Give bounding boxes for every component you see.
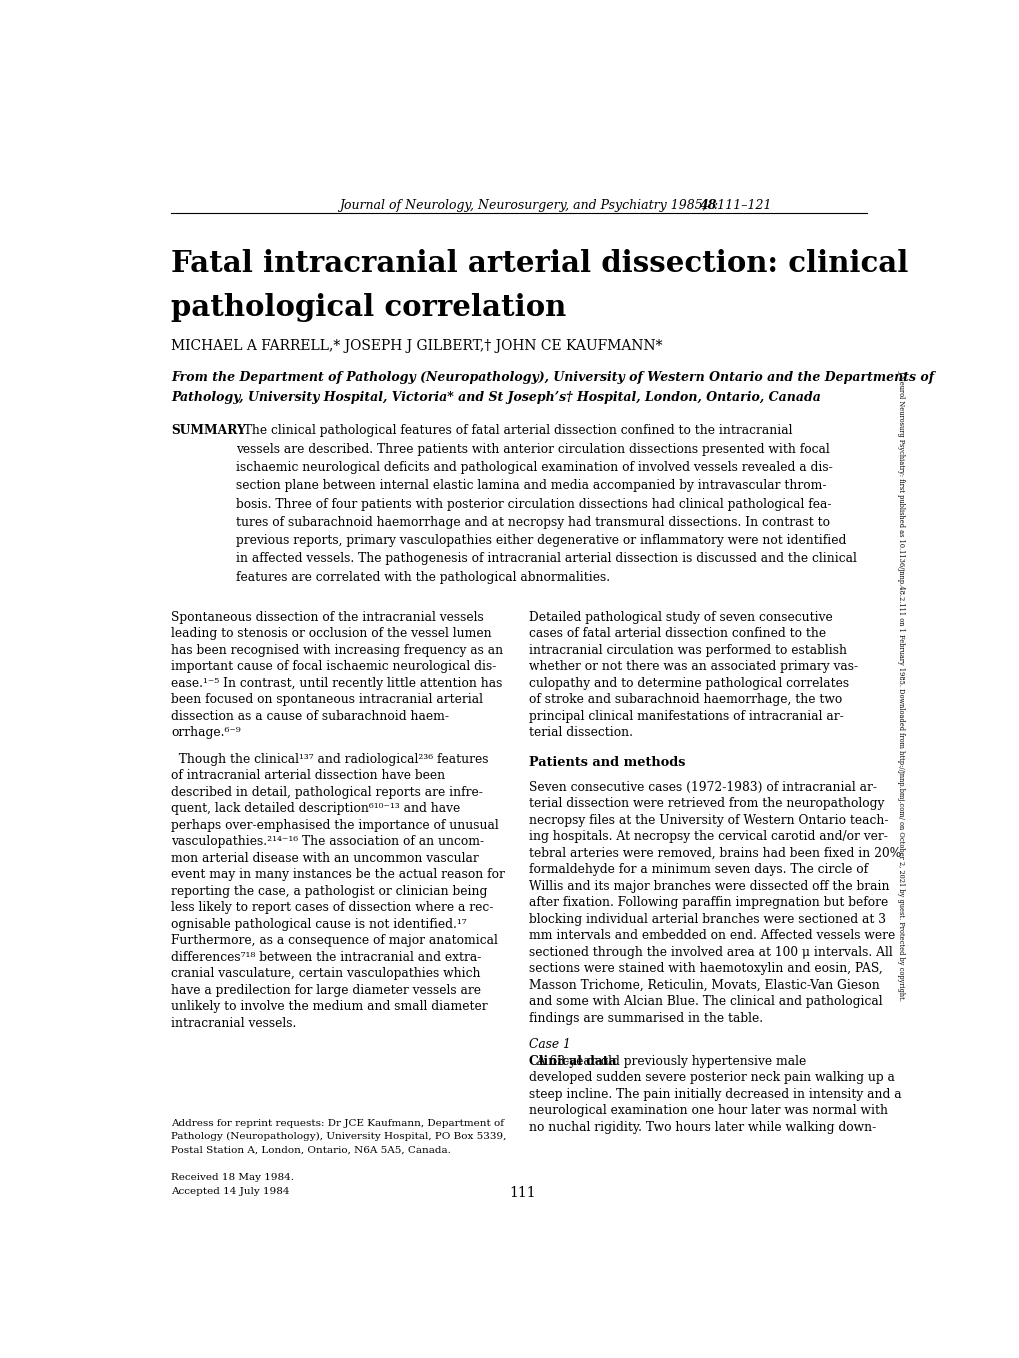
- Text: terial dissection were retrieved from the neuropathology: terial dissection were retrieved from th…: [528, 797, 883, 811]
- Text: ease.¹⁻⁵ In contrast, until recently little attention has: ease.¹⁻⁵ In contrast, until recently lit…: [171, 676, 502, 690]
- Text: Received 18 May 1984.: Received 18 May 1984.: [171, 1173, 293, 1181]
- Text: unlikely to involve the medium and small diameter: unlikely to involve the medium and small…: [171, 1001, 487, 1013]
- Text: A 63-year-old previously hypertensive male: A 63-year-old previously hypertensive ma…: [528, 1055, 805, 1067]
- Text: :111–121: :111–121: [712, 198, 771, 212]
- Text: section plane between internal elastic lamina and media accompanied by intravasc: section plane between internal elastic l…: [235, 479, 825, 492]
- Text: orrhage.⁶⁻⁹: orrhage.⁶⁻⁹: [171, 727, 240, 739]
- Text: Pathology, University Hospital, Victoria* and St Joseph’s† Hospital, London, Ont: Pathology, University Hospital, Victoria…: [171, 391, 820, 403]
- Text: of stroke and subarachnoid haemorrhage, the two: of stroke and subarachnoid haemorrhage, …: [528, 693, 841, 706]
- Text: tures of subarachnoid haemorrhage and at necropsy had transmural dissections. In: tures of subarachnoid haemorrhage and at…: [235, 516, 829, 528]
- Text: mon arterial disease with an uncommon vascular: mon arterial disease with an uncommon va…: [171, 851, 478, 865]
- Text: has been recognised with increasing frequency as an: has been recognised with increasing freq…: [171, 644, 502, 656]
- Text: blocking individual arterial branches were sectioned at 3: blocking individual arterial branches we…: [528, 913, 884, 926]
- Text: The clinical pathological features of fatal arterial dissection confined to the : The clinical pathological features of fa…: [235, 425, 792, 437]
- Text: Case 1: Case 1: [528, 1039, 570, 1051]
- Text: Patients and methods: Patients and methods: [528, 756, 685, 769]
- Text: Accepted 14 July 1984: Accepted 14 July 1984: [171, 1187, 289, 1195]
- Text: sectioned through the involved area at 100 μ intervals. All: sectioned through the involved area at 1…: [528, 947, 892, 959]
- Text: SUMMARY: SUMMARY: [171, 425, 246, 437]
- Text: Postal Station A, London, Ontario, N6A 5A5, Canada.: Postal Station A, London, Ontario, N6A 5…: [171, 1146, 450, 1154]
- Text: developed sudden severe posterior neck pain walking up a: developed sudden severe posterior neck p…: [528, 1071, 894, 1085]
- Text: less likely to report cases of dissection where a rec-: less likely to report cases of dissectio…: [171, 902, 493, 914]
- Text: Seven consecutive cases (1972-1983) of intracranial ar-: Seven consecutive cases (1972-1983) of i…: [528, 781, 875, 793]
- Text: vasculopathies.²¹⁴⁻¹⁶ The association of an uncom-: vasculopathies.²¹⁴⁻¹⁶ The association of…: [171, 835, 484, 849]
- Text: perhaps over-emphasised the importance of unusual: perhaps over-emphasised the importance o…: [171, 819, 498, 831]
- Text: J Neurol Neurosurg Psychiatry: first published as 10.1136/jnnp.48.2.111 on 1 Feb: J Neurol Neurosurg Psychiatry: first pub…: [897, 371, 905, 1001]
- Text: formaldehyde for a minimum seven days. The circle of: formaldehyde for a minimum seven days. T…: [528, 864, 867, 876]
- Text: ognisable pathological cause is not identified.¹⁷: ognisable pathological cause is not iden…: [171, 918, 466, 930]
- Text: Willis and its major branches were dissected off the brain: Willis and its major branches were disse…: [528, 880, 889, 892]
- Text: MICHAEL A FARRELL,* JOSEPH J GILBERT,† JOHN CE KAUFMANN*: MICHAEL A FARRELL,* JOSEPH J GILBERT,† J…: [171, 338, 661, 353]
- Text: Journal of Neurology, Neurosurgery, and Psychiatry 1985;: Journal of Neurology, Neurosurgery, and …: [338, 198, 706, 212]
- Text: intracranial vessels.: intracranial vessels.: [171, 1017, 297, 1029]
- Text: no nuchal rigidity. Two hours later while walking down-: no nuchal rigidity. Two hours later whil…: [528, 1120, 875, 1134]
- Text: mm intervals and embedded on end. Affected vessels were: mm intervals and embedded on end. Affect…: [528, 929, 894, 942]
- Text: Detailed pathological study of seven consecutive: Detailed pathological study of seven con…: [528, 611, 832, 623]
- Text: ing hospitals. At necropsy the cervical carotid and/or ver-: ing hospitals. At necropsy the cervical …: [528, 830, 887, 843]
- Text: intracranial circulation was performed to establish: intracranial circulation was performed t…: [528, 644, 846, 656]
- Text: whether or not there was an associated primary vas-: whether or not there was an associated p…: [528, 660, 857, 674]
- Text: From the Department of Pathology (Neuropathology), University of Western Ontario: From the Department of Pathology (Neurop…: [171, 371, 933, 384]
- Text: quent, lack detailed description⁶¹⁰⁻¹³ and have: quent, lack detailed description⁶¹⁰⁻¹³ a…: [171, 803, 460, 815]
- Text: features are correlated with the pathological abnormalities.: features are correlated with the patholo…: [235, 570, 609, 584]
- Text: of intracranial arterial dissection have been: of intracranial arterial dissection have…: [171, 769, 444, 782]
- Text: vessels are described. Three patients with anterior circulation dissections pres: vessels are described. Three patients wi…: [235, 443, 828, 456]
- Text: pathological correlation: pathological correlation: [171, 292, 566, 322]
- Text: Furthermore, as a consequence of major anatomical: Furthermore, as a consequence of major a…: [171, 934, 497, 948]
- Text: Pathology (Neuropathology), University Hospital, PO Box 5339,: Pathology (Neuropathology), University H…: [171, 1133, 505, 1142]
- Text: bosis. Three of four patients with posterior circulation dissections had clinica: bosis. Three of four patients with poste…: [235, 497, 830, 511]
- Text: after fixation. Following paraffin impregnation but before: after fixation. Following paraffin impre…: [528, 896, 888, 910]
- Text: sections were stained with haemotoxylin and eosin, PAS,: sections were stained with haemotoxylin …: [528, 963, 881, 975]
- Text: culopathy and to determine pathological correlates: culopathy and to determine pathological …: [528, 676, 848, 690]
- Text: reporting the case, a pathologist or clinician being: reporting the case, a pathologist or cli…: [171, 885, 487, 898]
- Text: described in detail, pathological reports are infre-: described in detail, pathological report…: [171, 786, 482, 799]
- Text: in affected vessels. The pathogenesis of intracranial arterial dissection is dis: in affected vessels. The pathogenesis of…: [235, 553, 856, 565]
- Text: steep incline. The pain initially decreased in intensity and a: steep incline. The pain initially decrea…: [528, 1088, 901, 1101]
- Text: cranial vasculature, certain vasculopathies which: cranial vasculature, certain vasculopath…: [171, 967, 480, 980]
- Text: findings are summarised in the table.: findings are summarised in the table.: [528, 1012, 762, 1025]
- Text: 111: 111: [508, 1186, 536, 1199]
- Text: 48: 48: [699, 198, 717, 212]
- Text: necropsy files at the University of Western Ontario teach-: necropsy files at the University of West…: [528, 813, 888, 827]
- Text: Address for reprint requests: Dr JCE Kaufmann, Department of: Address for reprint requests: Dr JCE Kau…: [171, 1119, 503, 1127]
- Text: and some with Alcian Blue. The clinical and pathological: and some with Alcian Blue. The clinical …: [528, 995, 881, 1009]
- Text: cases of fatal arterial dissection confined to the: cases of fatal arterial dissection confi…: [528, 627, 825, 640]
- Text: Spontaneous dissection of the intracranial vessels: Spontaneous dissection of the intracrani…: [171, 611, 483, 623]
- Text: terial dissection.: terial dissection.: [528, 727, 632, 739]
- Text: tebral arteries were removed, brains had been fixed in 20%: tebral arteries were removed, brains had…: [528, 847, 900, 860]
- Text: ischaemic neurological deficits and pathological examination of involved vessels: ischaemic neurological deficits and path…: [235, 460, 832, 474]
- Text: Fatal intracranial arterial dissection: clinical: Fatal intracranial arterial dissection: …: [171, 249, 908, 277]
- Text: event may in many instances be the actual reason for: event may in many instances be the actua…: [171, 868, 504, 881]
- Text: have a predilection for large diameter vessels are: have a predilection for large diameter v…: [171, 985, 481, 997]
- Text: neurological examination one hour later was normal with: neurological examination one hour later …: [528, 1104, 887, 1118]
- Text: differences⁷¹⁸ between the intracranial and extra-: differences⁷¹⁸ between the intracranial …: [171, 951, 481, 964]
- Text: important cause of focal ischaemic neurological dis-: important cause of focal ischaemic neuro…: [171, 660, 496, 674]
- Text: previous reports, primary vasculopathies either degenerative or inflammatory wer: previous reports, primary vasculopathies…: [235, 534, 846, 547]
- Text: Clinical data: Clinical data: [528, 1055, 615, 1067]
- Text: Masson Trichome, Reticulin, Movats, Elastic-Van Gieson: Masson Trichome, Reticulin, Movats, Elas…: [528, 979, 878, 991]
- Text: leading to stenosis or occlusion of the vessel lumen: leading to stenosis or occlusion of the …: [171, 627, 491, 640]
- Text: principal clinical manifestations of intracranial ar-: principal clinical manifestations of int…: [528, 710, 843, 722]
- Text: dissection as a cause of subarachnoid haem-: dissection as a cause of subarachnoid ha…: [171, 710, 448, 722]
- Text: been focused on spontaneous intracranial arterial: been focused on spontaneous intracranial…: [171, 693, 483, 706]
- Text: Though the clinical¹³⁷ and radiological²³⁶ features: Though the clinical¹³⁷ and radiological²…: [171, 752, 488, 766]
